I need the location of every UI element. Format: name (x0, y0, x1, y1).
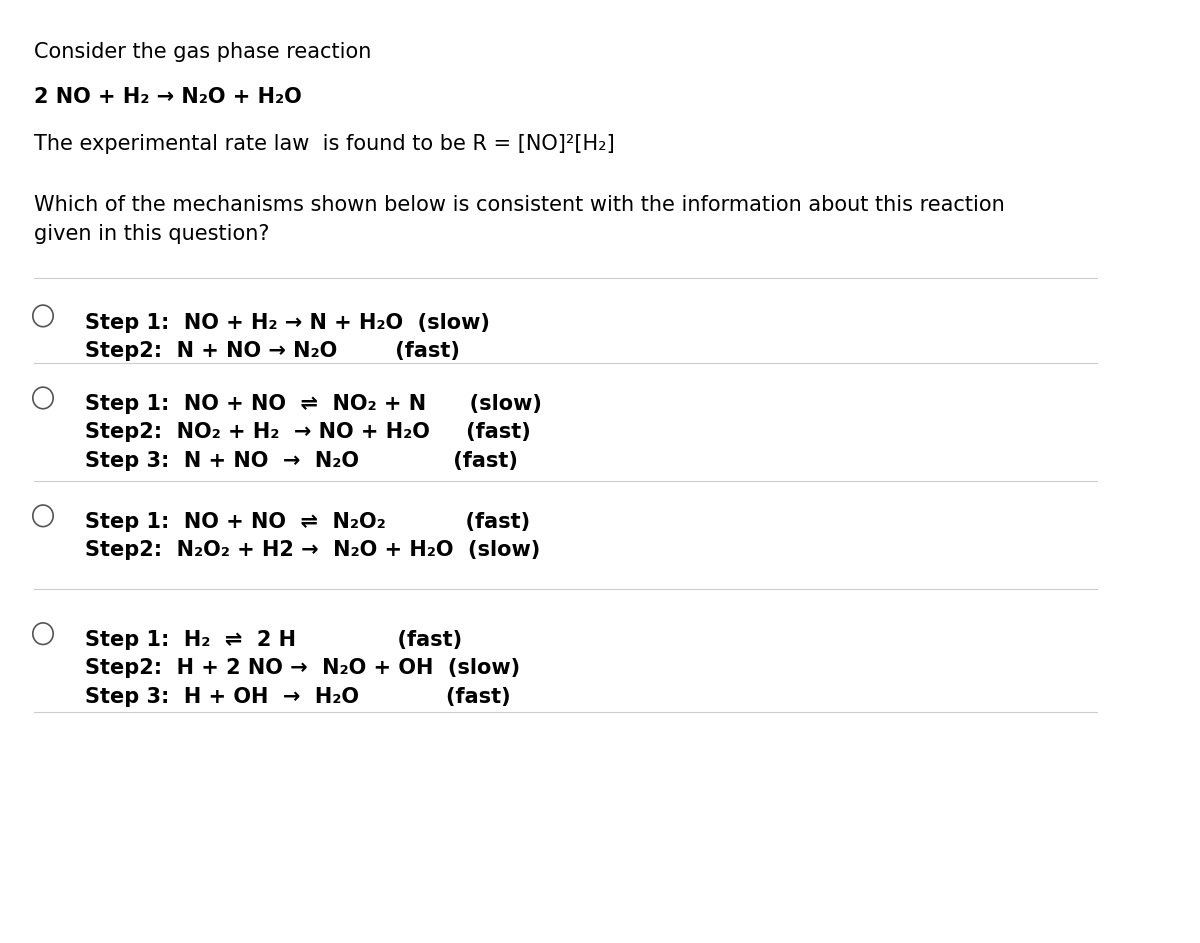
Text: given in this question?: given in this question? (34, 224, 270, 244)
Text: Step2:  H + 2 NO →  N₂O + OH  (slow): Step2: H + 2 NO → N₂O + OH (slow) (85, 658, 520, 678)
Text: 2 NO + H₂ → N₂O + H₂O: 2 NO + H₂ → N₂O + H₂O (34, 87, 301, 107)
Text: Step 1:  NO + NO  ⇌  N₂O₂           (fast): Step 1: NO + NO ⇌ N₂O₂ (fast) (85, 512, 530, 532)
Text: Step 1:  NO + H₂ → N + H₂O  (slow): Step 1: NO + H₂ → N + H₂O (slow) (85, 313, 490, 333)
Text: Consider the gas phase reaction: Consider the gas phase reaction (34, 42, 371, 62)
Text: Step 3:  H + OH  →  H₂O            (fast): Step 3: H + OH → H₂O (fast) (85, 687, 510, 706)
Text: The experimental rate law  is found to be R = [NO]²[H₂]: The experimental rate law is found to be… (34, 134, 614, 154)
Text: Which of the mechanisms shown below is consistent with the information about thi: Which of the mechanisms shown below is c… (34, 195, 1004, 215)
Text: Step 1:  NO + NO  ⇌  NO₂ + N      (slow): Step 1: NO + NO ⇌ NO₂ + N (slow) (85, 394, 541, 414)
Text: Step2:  NO₂ + H₂  → NO + H₂O     (fast): Step2: NO₂ + H₂ → NO + H₂O (fast) (85, 422, 530, 442)
Text: Step 3:  N + NO  →  N₂O             (fast): Step 3: N + NO → N₂O (fast) (85, 451, 517, 471)
Text: Step2:  N + NO → N₂O        (fast): Step2: N + NO → N₂O (fast) (85, 341, 460, 361)
Text: Step 1:  H₂  ⇌  2 H              (fast): Step 1: H₂ ⇌ 2 H (fast) (85, 630, 462, 650)
Text: Step2:  N₂O₂ + H2 →  N₂O + H₂O  (slow): Step2: N₂O₂ + H2 → N₂O + H₂O (slow) (85, 540, 540, 560)
